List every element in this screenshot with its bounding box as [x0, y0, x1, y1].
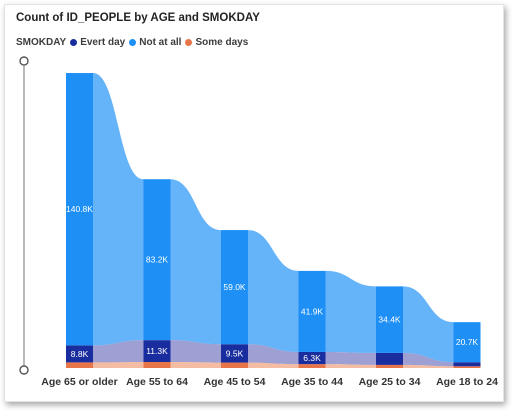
legend-dot-evert-day: [70, 39, 78, 46]
data-label-not-at-all-age-18-to-24: 20.7K: [456, 337, 479, 347]
legend: SMOKDAY Evert day Not at all Some days: [16, 37, 248, 48]
legend-dot-not-at-all: [129, 39, 137, 46]
bar-some-days-age-45-to-54: [221, 362, 248, 368]
legend-title: SMOKDAY: [16, 37, 67, 48]
data-label-not-at-all-age-25-to-34: 34.4K: [378, 315, 401, 325]
ribbon-not-at-all-1: [93, 73, 144, 346]
ribbon-evert-day-3: [248, 344, 299, 365]
data-label-not-at-all-age-45-to-54: 59.0K: [223, 282, 246, 292]
legend-label-not-at-all: Not at all: [139, 37, 182, 48]
legend-item-evert-day[interactable]: Evert day: [70, 37, 125, 48]
ribbon-some-days-1: [93, 362, 144, 368]
data-label-not-at-all-age-65-or-older: 140.8K: [66, 204, 93, 214]
x-tick-label-age-55-to-64: Age 55 to 64: [126, 376, 188, 388]
bar-evert-day-age-55-to-64: [143, 340, 171, 363]
data-label-not-at-all-age-55-to-64: 83.2K: [146, 255, 169, 265]
ribbon-not-at-all-2: [170, 179, 221, 345]
data-label-evert-day-age-65-or-older: 8.8K: [71, 349, 89, 359]
bar-not-at-all-age-45-to-54: [221, 230, 248, 345]
bar-not-at-all-age-35-to-44: [298, 270, 326, 352]
ribbon-some-days-5: [403, 364, 454, 368]
zoom-slider-handle-bottom: [19, 365, 29, 375]
bar-not-at-all-age-55-to-64: [143, 179, 171, 341]
legend-dot-some-days: [185, 39, 193, 46]
bar-evert-day-age-18-to-24: [453, 362, 481, 367]
bar-not-at-all-age-65-or-older: [66, 73, 93, 346]
bar-evert-day-age-65-or-older: [66, 345, 93, 363]
zoom-slider-handle-top: [19, 56, 29, 66]
chart-title: Count of ID_PEOPLE by AGE and SMOKDAY: [16, 12, 260, 24]
x-tick-label-age-45-to-54: Age 45 to 54: [204, 376, 266, 388]
ribbon-not-at-all-4: [325, 270, 376, 353]
legend-item-not-at-all[interactable]: Not at all: [129, 37, 181, 48]
legend-item-some-days[interactable]: Some days: [185, 37, 248, 48]
ribbon-evert-day-1: [93, 340, 144, 363]
x-tick-label-age-18-to-24: Age 18 to 24: [436, 376, 498, 388]
ribbon-evert-day-4: [325, 351, 376, 365]
x-tick-label-age-25-to-34: Age 25 to 34: [359, 376, 421, 388]
data-label-not-at-all-age-35-to-44: 41.9K: [301, 306, 324, 316]
bar-some-days-age-18-to-24: [453, 366, 481, 368]
bar-not-at-all-age-25-to-34: [376, 286, 403, 353]
legend-label-some-days: Some days: [195, 37, 249, 48]
bar-some-days-age-65-or-older: [66, 362, 93, 368]
ribbon-evert-day-2: [170, 340, 221, 363]
bar-evert-day-age-45-to-54: [221, 344, 248, 363]
ribbon-some-days-3: [248, 362, 299, 368]
data-label-evert-day-age-55-to-64: 11.3K: [146, 346, 168, 356]
ribbon-not-at-all-5: [403, 286, 454, 363]
ribbon-some-days-2: [170, 362, 221, 368]
ribbon-some-days-4: [325, 364, 376, 368]
ribbon-evert-day-5: [403, 352, 454, 367]
bar-some-days-age-25-to-34: [376, 364, 403, 368]
data-label-evert-day-age-45-to-54: 9.5K: [226, 348, 244, 358]
data-label-evert-day-age-35-to-44: 6.3K: [303, 353, 321, 363]
x-tick-label-age-35-to-44: Age 35 to 44: [281, 376, 343, 388]
bar-evert-day-age-35-to-44: [298, 351, 326, 365]
bar-some-days-age-35-to-44: [298, 364, 326, 368]
x-tick-label-age-65-or-older: Age 65 or older: [41, 376, 117, 388]
ribbon-not-at-all-3: [248, 230, 299, 352]
bar-some-days-age-55-to-64: [143, 362, 171, 368]
bar-evert-day-age-25-to-34: [376, 352, 403, 365]
legend-label-evert-day: Evert day: [80, 37, 126, 48]
bar-not-at-all-age-18-to-24: [453, 322, 481, 363]
